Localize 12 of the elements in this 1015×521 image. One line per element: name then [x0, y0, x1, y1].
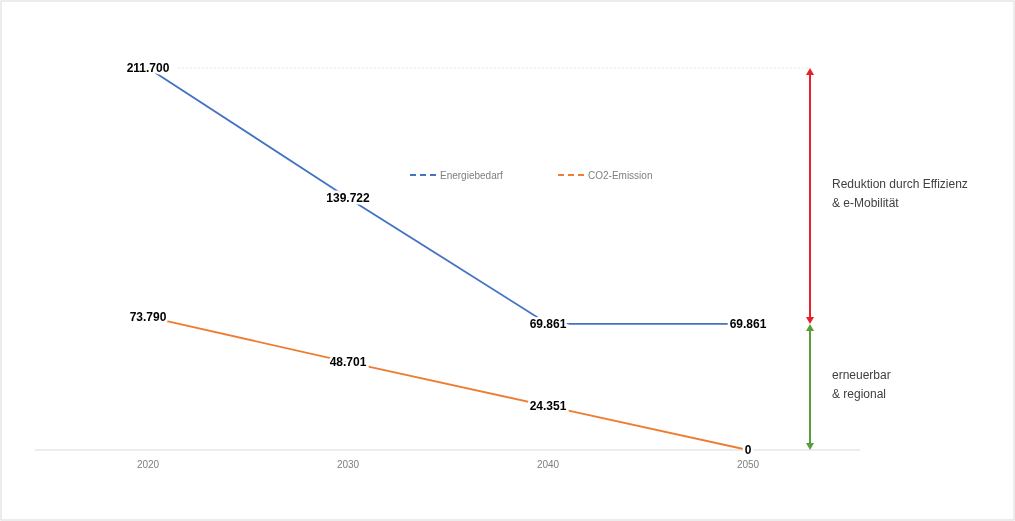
x-tick-label: 2030 [336, 459, 360, 470]
x-tick-label: 2040 [536, 459, 560, 470]
x-tick-label: 2050 [736, 459, 760, 470]
data-label: 73.790 [129, 309, 167, 324]
annotation: Reduktion durch Effizienz & e-Mobilität [832, 176, 968, 210]
legend-label: Energiebedarf [440, 169, 504, 181]
x-tick-label: 2020 [136, 459, 160, 470]
data-label: 211.700 [126, 61, 170, 75]
data-label: 0 [744, 443, 752, 457]
annotation: erneuerbar & regional [832, 367, 891, 401]
data-label: 69.861 [729, 316, 767, 331]
legend-label: CO2-Emission [588, 169, 653, 181]
